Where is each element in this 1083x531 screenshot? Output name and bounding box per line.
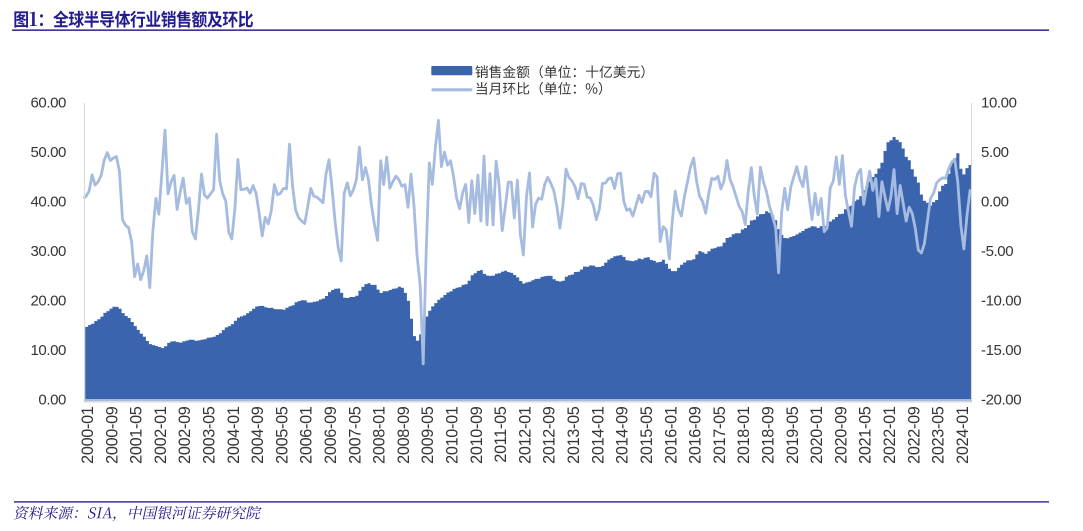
svg-text:50.00: 50.00 — [30, 144, 66, 161]
svg-text:2006-09: 2006-09 — [322, 406, 340, 464]
svg-text:2018-01: 2018-01 — [735, 406, 753, 464]
svg-text:2020-01: 2020-01 — [808, 406, 826, 464]
svg-text:30.00: 30.00 — [30, 243, 66, 260]
svg-text:2000-01: 2000-01 — [79, 406, 97, 464]
svg-text:60.00: 60.00 — [30, 95, 66, 112]
svg-text:10.00: 10.00 — [981, 95, 1017, 112]
svg-text:2012-09: 2012-09 — [541, 406, 559, 464]
svg-text:-5.00: -5.00 — [981, 243, 1013, 260]
svg-text:2008-09: 2008-09 — [395, 406, 413, 464]
svg-text:2024-01: 2024-01 — [954, 406, 972, 464]
svg-text:20.00: 20.00 — [30, 293, 66, 310]
svg-text:-15.00: -15.00 — [981, 342, 1021, 359]
svg-text:2005-05: 2005-05 — [273, 406, 291, 464]
svg-text:2015-05: 2015-05 — [638, 406, 656, 464]
svg-text:2000-09: 2000-09 — [103, 406, 121, 464]
svg-text:2009-05: 2009-05 — [419, 406, 437, 464]
svg-text:2004-09: 2004-09 — [249, 406, 267, 464]
svg-text:10.00: 10.00 — [30, 342, 66, 359]
svg-text:2012-01: 2012-01 — [516, 406, 534, 464]
svg-text:2019-05: 2019-05 — [784, 406, 802, 464]
svg-text:5.00: 5.00 — [981, 144, 1009, 161]
svg-text:2004-01: 2004-01 — [225, 406, 243, 464]
svg-text:2002-09: 2002-09 — [176, 406, 194, 464]
svg-text:2018-09: 2018-09 — [760, 406, 778, 464]
svg-text:-10.00: -10.00 — [981, 293, 1021, 310]
svg-text:2010-01: 2010-01 — [444, 406, 462, 464]
svg-text:2008-01: 2008-01 — [371, 406, 389, 464]
svg-text:40.00: 40.00 — [30, 194, 66, 211]
svg-text:2011-05: 2011-05 — [492, 406, 510, 462]
svg-text:2002-01: 2002-01 — [152, 406, 170, 464]
svg-text:2001-05: 2001-05 — [128, 406, 146, 464]
svg-text:0.00: 0.00 — [38, 392, 66, 409]
svg-text:2007-05: 2007-05 — [346, 406, 364, 464]
svg-text:2014-09: 2014-09 — [614, 406, 632, 464]
svg-text:2003-05: 2003-05 — [201, 406, 219, 464]
svg-text:0.00: 0.00 — [981, 194, 1009, 211]
svg-text:2010-09: 2010-09 — [468, 406, 486, 464]
svg-text:2022-09: 2022-09 — [905, 406, 923, 464]
svg-text:2014-01: 2014-01 — [589, 406, 607, 464]
svg-text:2016-09: 2016-09 — [687, 406, 705, 464]
svg-text:2013-05: 2013-05 — [565, 406, 583, 464]
svg-text:2021-05: 2021-05 — [857, 406, 875, 464]
svg-text:2020-09: 2020-09 — [832, 406, 850, 464]
svg-text:2017-05: 2017-05 — [711, 406, 729, 464]
svg-text:2023-05: 2023-05 — [930, 406, 948, 464]
svg-text:-20.00: -20.00 — [981, 392, 1021, 409]
svg-text:2022-01: 2022-01 — [881, 406, 899, 464]
svg-text:2006-01: 2006-01 — [298, 406, 316, 464]
svg-text:2016-01: 2016-01 — [662, 406, 680, 464]
